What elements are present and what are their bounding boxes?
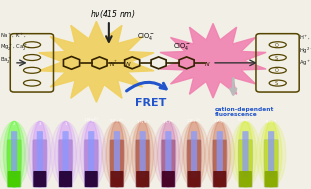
Ellipse shape [183, 122, 205, 187]
Ellipse shape [238, 122, 253, 187]
Ellipse shape [7, 122, 21, 187]
Text: FRET: FRET [135, 98, 167, 108]
Text: 5 mg$^{2+}$: 5 mg$^{2+}$ [237, 115, 254, 126]
FancyBboxPatch shape [37, 131, 43, 178]
Text: cation-dependent
fluorescence: cation-dependent fluorescence [215, 107, 275, 117]
Text: 1 Ba$^{2+}$: 1 Ba$^{2+}$ [186, 116, 202, 126]
Text: 1 Na$^+$: 1 Na$^+$ [136, 118, 150, 126]
FancyBboxPatch shape [110, 139, 124, 187]
Ellipse shape [102, 122, 132, 187]
FancyBboxPatch shape [165, 131, 171, 178]
FancyBboxPatch shape [11, 131, 17, 178]
Text: N: N [109, 62, 114, 67]
Polygon shape [160, 23, 266, 98]
FancyBboxPatch shape [264, 139, 278, 187]
Text: O: O [275, 68, 278, 74]
FancyBboxPatch shape [188, 171, 201, 187]
FancyBboxPatch shape [187, 139, 201, 187]
Ellipse shape [106, 122, 128, 187]
Ellipse shape [77, 122, 106, 187]
Text: 5 m$^+$: 5 m$^+$ [265, 118, 277, 126]
FancyBboxPatch shape [239, 171, 252, 187]
FancyBboxPatch shape [162, 171, 175, 187]
Ellipse shape [231, 122, 260, 187]
Text: S: S [275, 81, 278, 86]
Ellipse shape [179, 122, 209, 187]
FancyBboxPatch shape [191, 131, 197, 178]
Text: $^+$: $^+$ [113, 60, 118, 64]
Text: 1 Ag$^+$: 1 Ag$^+$ [213, 117, 227, 126]
FancyBboxPatch shape [88, 131, 94, 178]
Ellipse shape [205, 122, 234, 187]
Ellipse shape [135, 122, 150, 187]
FancyBboxPatch shape [213, 139, 227, 187]
FancyBboxPatch shape [85, 171, 98, 187]
Ellipse shape [158, 122, 179, 187]
FancyBboxPatch shape [136, 171, 149, 187]
FancyBboxPatch shape [268, 131, 274, 178]
FancyBboxPatch shape [8, 171, 21, 187]
Ellipse shape [109, 122, 124, 187]
Ellipse shape [257, 122, 286, 187]
Ellipse shape [128, 122, 157, 187]
FancyBboxPatch shape [33, 139, 47, 187]
Text: 1 Mg$^{2+}$: 1 Mg$^{2+}$ [83, 115, 100, 126]
Text: N: N [126, 62, 131, 67]
Ellipse shape [161, 122, 176, 187]
Text: N: N [205, 62, 209, 67]
Ellipse shape [132, 122, 153, 187]
FancyBboxPatch shape [161, 139, 175, 187]
FancyBboxPatch shape [114, 131, 120, 178]
FancyBboxPatch shape [59, 171, 72, 187]
Ellipse shape [25, 122, 54, 187]
Text: H$^+$,
Hg$^{2+}$,
Ag$^+$: H$^+$, Hg$^{2+}$, Ag$^+$ [299, 34, 311, 68]
Ellipse shape [187, 122, 202, 187]
FancyBboxPatch shape [140, 131, 146, 178]
FancyBboxPatch shape [217, 131, 223, 178]
Text: 1: 1 [64, 122, 67, 126]
Ellipse shape [51, 122, 80, 187]
FancyBboxPatch shape [242, 131, 248, 178]
Text: $h\nu$(415 nm): $h\nu$(415 nm) [90, 9, 136, 20]
Ellipse shape [209, 122, 230, 187]
Ellipse shape [260, 122, 282, 187]
Ellipse shape [29, 122, 51, 187]
Text: 1 Li$^+$: 1 Li$^+$ [162, 118, 174, 126]
Text: O: O [275, 43, 278, 48]
Ellipse shape [264, 122, 279, 187]
Ellipse shape [84, 122, 99, 187]
FancyBboxPatch shape [33, 171, 46, 187]
FancyBboxPatch shape [7, 139, 21, 187]
Text: 5 Ca$^{2+}$: 5 Ca$^{2+}$ [109, 116, 125, 126]
Ellipse shape [3, 122, 25, 187]
Ellipse shape [212, 122, 227, 187]
Ellipse shape [235, 122, 256, 187]
Ellipse shape [58, 122, 73, 187]
Ellipse shape [0, 122, 29, 187]
Ellipse shape [32, 122, 47, 187]
Text: S: S [275, 56, 278, 61]
Text: ClO$_4^-$: ClO$_4^-$ [173, 41, 191, 52]
Text: 3: 3 [39, 122, 41, 126]
Ellipse shape [81, 122, 102, 187]
Ellipse shape [154, 122, 183, 187]
FancyBboxPatch shape [239, 139, 253, 187]
FancyBboxPatch shape [84, 139, 98, 187]
FancyBboxPatch shape [58, 139, 72, 187]
FancyBboxPatch shape [110, 171, 123, 187]
FancyBboxPatch shape [265, 171, 278, 187]
Text: Na$^+$, K$^+$,
Mg$_2^+$, Ca$_2^+$,
Ba$_2^+$: Na$^+$, K$^+$, Mg$_2^+$, Ca$_2^+$, Ba$_2… [0, 32, 31, 66]
FancyBboxPatch shape [63, 131, 69, 178]
FancyBboxPatch shape [136, 139, 150, 187]
FancyBboxPatch shape [213, 171, 226, 187]
Ellipse shape [55, 122, 76, 187]
Text: ClO$_4^-$: ClO$_4^-$ [137, 31, 156, 42]
Text: 2: 2 [13, 122, 16, 126]
Polygon shape [39, 21, 154, 102]
